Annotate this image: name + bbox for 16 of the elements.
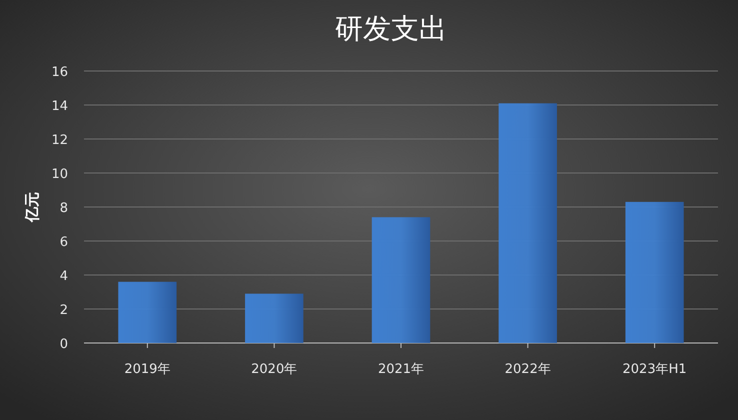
x-tick-label: 2022年 <box>504 362 551 377</box>
y-tick-label: 12 <box>51 133 68 148</box>
x-tick-label: 2021年 <box>378 362 424 377</box>
y-tick-label: 4 <box>60 269 68 284</box>
y-tick-label: 10 <box>51 167 68 182</box>
chart-title: 研发支出 <box>335 12 447 45</box>
y-tick-label: 0 <box>60 337 68 352</box>
y-tick-label: 16 <box>51 65 68 80</box>
x-tick-label: 2023年H1 <box>622 362 687 377</box>
y-axis-title: 亿元 <box>23 192 41 223</box>
x-tick-label: 2019年 <box>124 362 170 377</box>
y-tick-label: 8 <box>60 201 68 216</box>
x-tick-label: 2020年 <box>251 362 298 377</box>
y-tick-label: 6 <box>60 235 68 250</box>
y-tick-label: 2 <box>60 303 68 318</box>
y-tick-label: 14 <box>51 99 68 114</box>
